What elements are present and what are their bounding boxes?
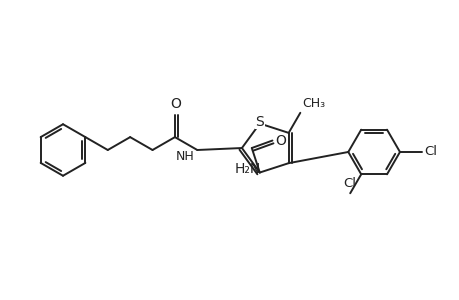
Text: NH: NH <box>175 151 194 164</box>
Text: O: O <box>170 98 181 111</box>
Text: Cl: Cl <box>423 146 436 158</box>
Text: H₂N: H₂N <box>234 162 260 176</box>
Text: S: S <box>255 115 263 128</box>
Text: Cl: Cl <box>343 177 356 190</box>
Text: O: O <box>275 134 285 148</box>
Text: CH₃: CH₃ <box>302 97 325 110</box>
